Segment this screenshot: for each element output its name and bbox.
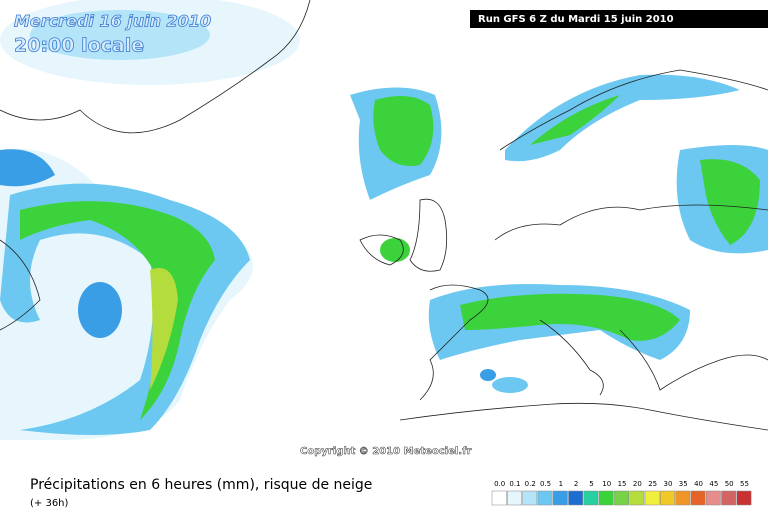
run-label: Run GFS 6 Z du Mardi 15 juin 2010 [478, 14, 674, 25]
legend-swatch [491, 490, 507, 506]
legend-label: 35 [679, 480, 688, 488]
legend-label: 30 [663, 480, 672, 488]
legend-label: 10 [602, 480, 611, 488]
time-title: 20:00 locale [14, 35, 144, 57]
legend-swatch [644, 490, 660, 506]
legend-label: 50 [725, 480, 734, 488]
legend-swatch [736, 490, 752, 506]
legend-label: 5 [589, 480, 593, 488]
legend-label: 1 [559, 480, 563, 488]
legend-swatch [507, 490, 522, 506]
legend-label: 25 [648, 480, 657, 488]
footer-lead: (+ 36h) [30, 498, 69, 509]
footer-title: Précipitations en 6 heures (mm), risque … [30, 477, 372, 493]
legend-swatch [598, 490, 614, 506]
legend-swatch [537, 490, 553, 506]
legend-swatch [690, 490, 706, 506]
coastlines [0, 0, 768, 431]
legend-label: 45 [709, 480, 718, 488]
legend-label: 55 [740, 480, 749, 488]
legend-swatch [522, 490, 538, 506]
run-box [470, 10, 768, 28]
legend-label: 0.0 [494, 480, 505, 488]
copyright: Copyright © 2010 Meteociel.fr [300, 446, 471, 457]
legend-swatch [705, 490, 721, 506]
legend-label: 0.5 [540, 480, 551, 488]
legend-swatch [721, 490, 737, 506]
legend-label: 0.1 [509, 480, 520, 488]
legend-label: 20 [633, 480, 642, 488]
legend-swatch [583, 490, 599, 506]
legend-swatch [660, 490, 675, 506]
date-title: Mercredi 16 juin 2010 [14, 12, 211, 31]
legend-swatch [568, 490, 584, 506]
legend-label: 15 [618, 480, 627, 488]
legend: 0.0 0.1 0.2 0.5 1 2 5 10 15 20 25 30 35 40 45 50 55 [491, 480, 752, 506]
legend-swatch [614, 490, 629, 506]
legend-swatch [675, 490, 691, 506]
precipitation [0, 0, 768, 441]
legend-label: 2 [574, 480, 578, 488]
legend-label: 40 [694, 480, 703, 488]
legend-label: 0.2 [525, 480, 536, 488]
legend-swatch [552, 490, 568, 506]
legend-swatch [629, 490, 645, 506]
